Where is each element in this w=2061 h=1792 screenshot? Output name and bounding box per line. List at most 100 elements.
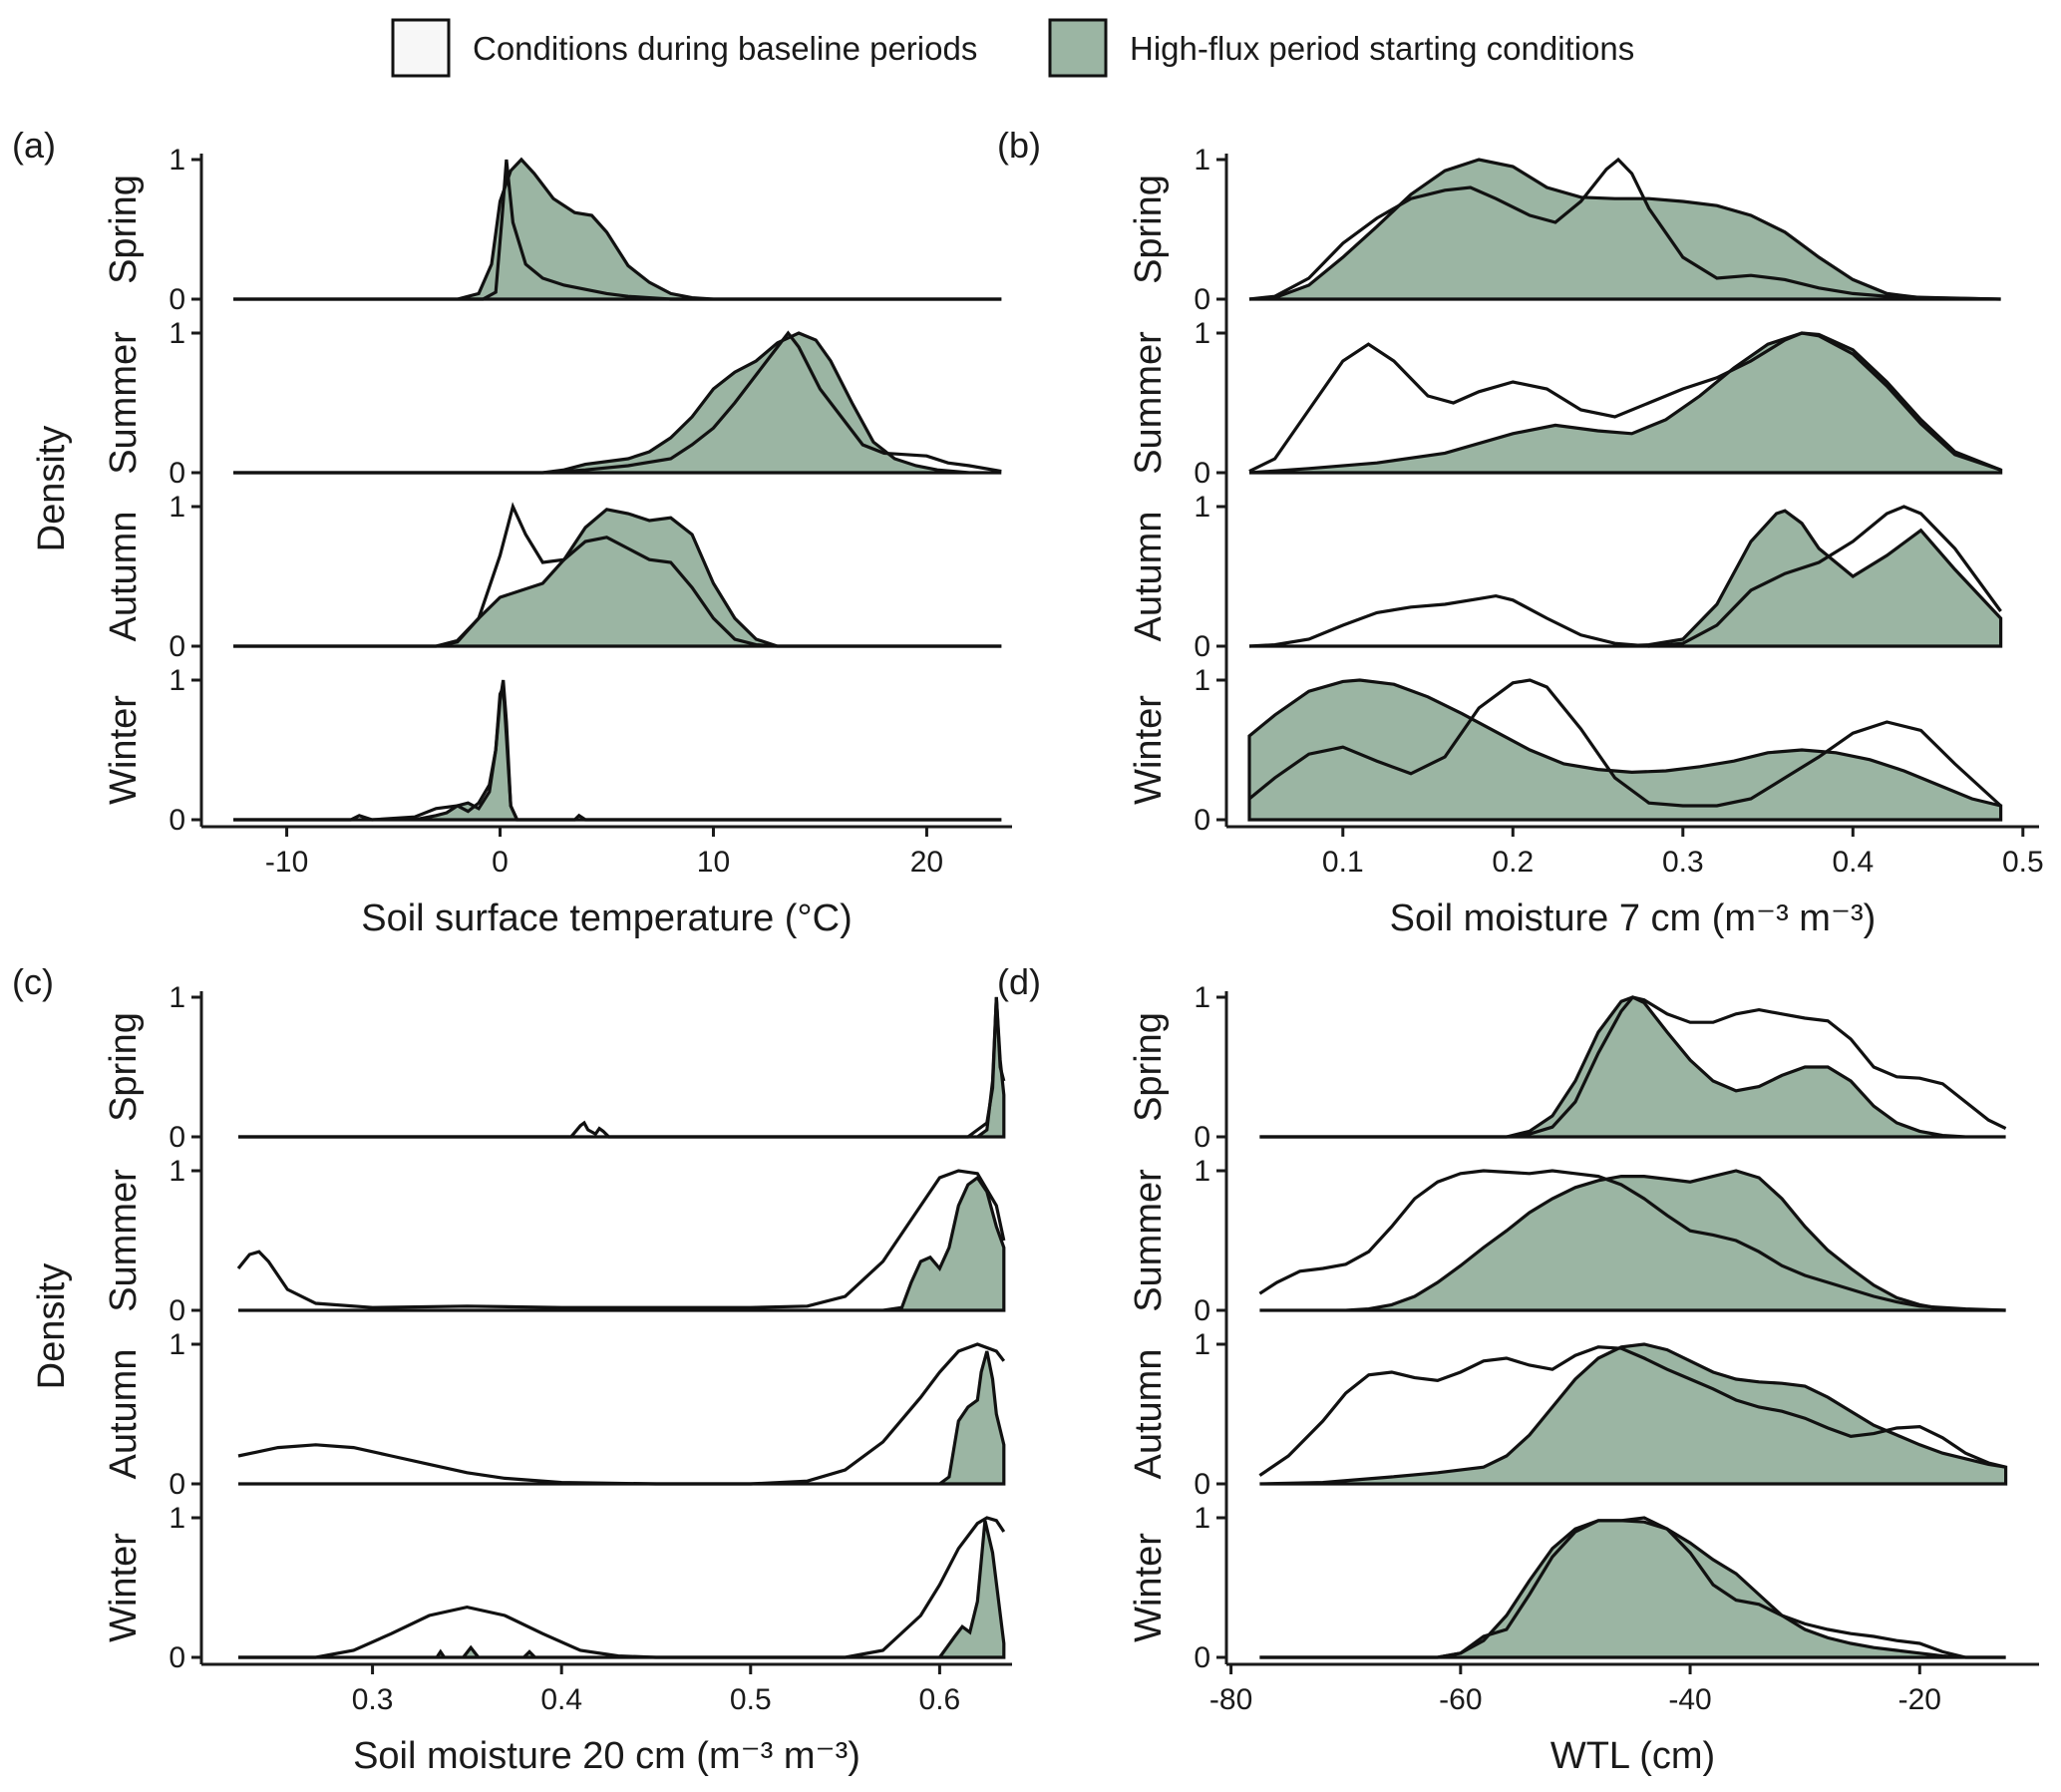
density-highflux-summer — [238, 1175, 1006, 1312]
x-tick-label: 20 — [910, 846, 943, 879]
density-baseline-summer — [1248, 331, 2002, 474]
density-baseline-spring — [238, 996, 1006, 1139]
y-tick-label: 1 — [1194, 1328, 1210, 1361]
density-baseline-winter — [1259, 1516, 2006, 1659]
x-tick-label: 0.3 — [1662, 846, 1704, 879]
y-tick-label: 0 — [1194, 804, 1210, 837]
y-tick-label: 1 — [169, 491, 185, 524]
density-baseline-summer — [233, 330, 1002, 475]
facet-label-spring: Spring — [1128, 175, 1170, 284]
x-tick-label: -10 — [265, 846, 308, 879]
x-tick-label: 10 — [697, 846, 730, 879]
density-baseline-summer — [1258, 1169, 2006, 1312]
facet-summer: Summer 0 1 — [103, 1155, 1006, 1327]
facet-summer: Summer 0 1 — [103, 317, 1002, 490]
x-tick-label: 0.2 — [1492, 846, 1534, 879]
facet-label-autumn: Autumn — [103, 512, 145, 642]
density-highflux-spring — [233, 157, 1002, 301]
facet-winter: Winter 0 1 — [1128, 664, 2003, 837]
x-axis-title: Soil moisture 20 cm (m⁻³ m⁻³) — [353, 1735, 860, 1777]
density-highflux-spring — [1248, 158, 2001, 301]
facet-label-winter: Winter — [1128, 695, 1170, 805]
facet-winter: Winter 0 1 — [103, 664, 1002, 837]
y-tick-label: 0 — [1194, 283, 1210, 316]
density-baseline-autumn — [237, 1342, 1006, 1486]
y-tick-label: 1 — [169, 144, 185, 177]
y-tick-label: 0 — [169, 457, 185, 490]
y-tick-label: 0 — [1194, 630, 1210, 663]
x-axis-title: Soil surface temperature (°C) — [361, 897, 852, 939]
x-tick-label: -80 — [1209, 1683, 1252, 1716]
facet-spring: Spring 0 1 — [103, 981, 1006, 1154]
x-tick-label: 0.5 — [730, 1683, 772, 1716]
y-axis-title: Density — [31, 426, 73, 552]
y-tick-label: 0 — [169, 1641, 185, 1674]
facet-label-spring: Spring — [103, 1012, 145, 1122]
legend-label-baseline: Conditions during baseline periods — [473, 30, 977, 67]
facet-spring: Spring 0 1 — [103, 144, 1002, 316]
facet-label-summer: Summer — [1128, 331, 1170, 475]
facet-label-summer: Summer — [1128, 1169, 1170, 1312]
y-tick-label: 1 — [1194, 144, 1210, 177]
x-tick-label: 0.1 — [1322, 846, 1364, 879]
facet-autumn: Autumn 0 1 — [103, 491, 1002, 663]
density-baseline-winter — [238, 1516, 1006, 1659]
density-highflux-autumn — [233, 508, 1002, 648]
facet-label-spring: Spring — [1128, 1012, 1170, 1122]
facet-summer: Summer 0 1 — [1128, 1155, 2006, 1327]
facet-label-summer: Summer — [103, 331, 145, 475]
y-tick-label: 1 — [169, 1155, 185, 1188]
density-baseline-spring — [1259, 995, 2007, 1139]
y-tick-label: 1 — [169, 664, 185, 697]
density-baseline-autumn — [1258, 1345, 2006, 1477]
y-tick-label: 0 — [169, 1294, 185, 1327]
facet-label-winter: Winter — [103, 1533, 145, 1642]
y-tick-label: 0 — [1194, 1468, 1210, 1501]
panel-label: (a) — [12, 125, 56, 166]
density-baseline-winter — [1247, 678, 2002, 808]
x-tick-label: 0.3 — [352, 1683, 394, 1716]
density-highflux-winter — [1259, 1519, 2006, 1659]
y-tick-label: 1 — [1194, 1155, 1210, 1188]
density-highflux-winter — [233, 686, 1002, 822]
y-tick-label: 0 — [169, 630, 185, 663]
y-tick-label: 1 — [1194, 491, 1210, 524]
x-tick-label: -20 — [1898, 1683, 1941, 1716]
x-tick-label: 0.4 — [1832, 846, 1874, 879]
density-baseline-autumn — [233, 502, 1002, 648]
x-tick-label: 0 — [492, 846, 509, 879]
facet-summer: Summer 0 1 — [1128, 317, 2003, 490]
y-tick-label: 1 — [169, 317, 185, 350]
density-baseline-autumn — [1248, 505, 2002, 648]
density-baseline-spring — [233, 159, 1002, 301]
y-tick-label: 1 — [1194, 317, 1210, 350]
x-tick-label: 0.6 — [919, 1683, 961, 1716]
x-tick-label: 0.4 — [540, 1683, 582, 1716]
density-baseline-spring — [1248, 157, 2001, 301]
x-axis-title: WTL (cm) — [1550, 1735, 1715, 1777]
facet-autumn: Autumn 0 1 — [1128, 491, 2003, 663]
facet-winter: Winter 0 1 — [1128, 1502, 2006, 1674]
facet-autumn: Autumn 0 1 — [103, 1328, 1006, 1501]
density-baseline-summer — [236, 1169, 1006, 1309]
density-highflux-autumn — [1259, 1342, 2008, 1486]
y-tick-label: 1 — [1194, 664, 1210, 697]
y-tick-label: 0 — [1194, 457, 1210, 490]
density-highflux-autumn — [238, 1350, 1006, 1486]
panel-label: (d) — [997, 961, 1041, 1002]
y-tick-label: 0 — [1194, 1121, 1210, 1154]
x-axis-title: Soil moisture 7 cm (m⁻³ m⁻³) — [1390, 897, 1877, 939]
x-tick-label: -60 — [1439, 1683, 1482, 1716]
facet-spring: Spring 0 1 — [1128, 144, 2001, 316]
y-axis-title: Density — [31, 1263, 73, 1390]
panel-label: (b) — [997, 125, 1041, 166]
y-tick-label: 0 — [169, 804, 185, 837]
density-baseline-winter — [233, 679, 1002, 822]
facet-spring: Spring 0 1 — [1128, 981, 2007, 1154]
y-tick-label: 0 — [169, 1121, 185, 1154]
facet-label-winter: Winter — [1128, 1533, 1170, 1642]
x-tick-label: -40 — [1668, 1683, 1711, 1716]
y-tick-label: 1 — [169, 981, 185, 1014]
facet-label-autumn: Autumn — [103, 1349, 145, 1480]
